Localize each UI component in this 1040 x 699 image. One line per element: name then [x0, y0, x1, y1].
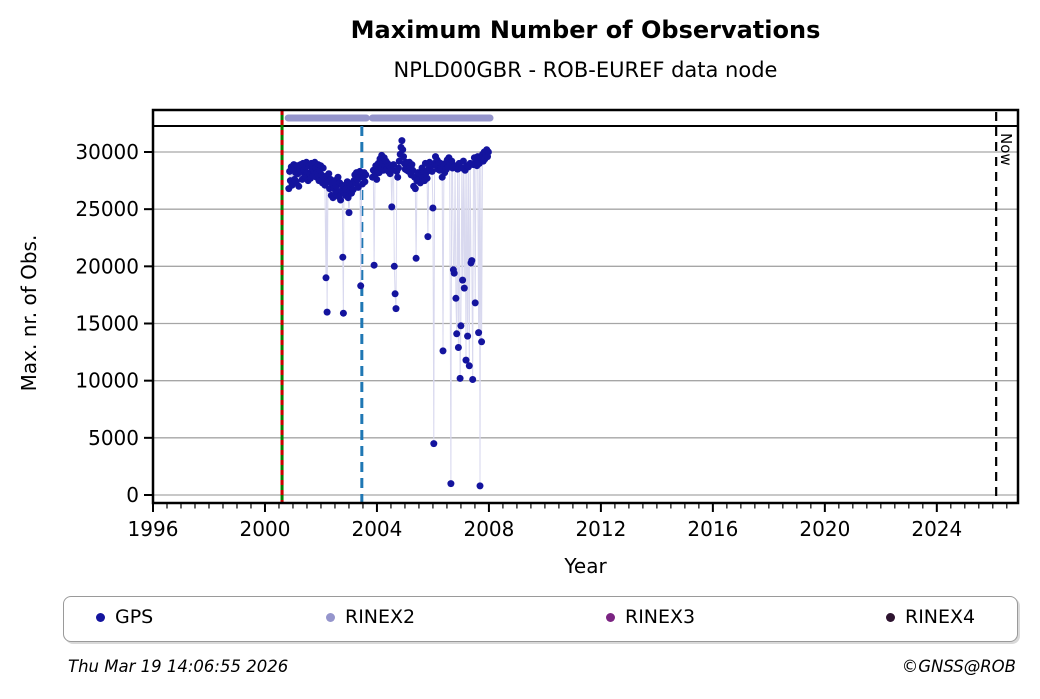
- gps-data-point: [453, 330, 461, 338]
- gps-data-point: [370, 261, 378, 269]
- gps-data-point: [334, 173, 342, 181]
- gps-data-point: [400, 153, 407, 161]
- gps-data-point: [392, 305, 400, 313]
- gps-data-point: [395, 164, 402, 172]
- gps-data-point: [339, 309, 347, 317]
- y-tick-label: 20000: [75, 254, 139, 278]
- gps-data-point: [325, 170, 333, 178]
- chart-subtitle: NPLD00GBR - ROB-EUREF data node: [393, 58, 778, 82]
- legend-item-rinex4: RINEX4: [886, 606, 975, 628]
- legend-label-rinex3: RINEX3: [625, 606, 696, 628]
- gps-data-point: [339, 253, 347, 261]
- legend-label-rinex2: RINEX2: [345, 606, 416, 628]
- gps-data-point: [484, 148, 492, 156]
- rinex3-marker-icon: [606, 612, 615, 622]
- x-tick-label: 2020: [799, 517, 850, 541]
- gps-data-point: [408, 161, 416, 169]
- gps-data-point: [471, 299, 479, 307]
- gps-data-point: [476, 482, 484, 490]
- gps-data-point: [357, 282, 365, 290]
- credit: ©GNSS@ROB: [901, 657, 1016, 676]
- rinex2-marker-icon: [326, 612, 335, 622]
- gps-data-point: [361, 178, 369, 186]
- gps-data-point: [322, 274, 330, 282]
- gps-data-point: [337, 196, 345, 204]
- gps-data-point: [430, 440, 438, 448]
- y-tick-label: 0: [126, 483, 139, 507]
- y-tick-label: 5000: [88, 426, 139, 450]
- gps-marker-icon: [96, 612, 105, 622]
- gps-data-point: [412, 254, 420, 262]
- gps-data-point: [464, 332, 472, 340]
- gps-data-point: [362, 171, 370, 179]
- gps-data-point: [323, 308, 331, 316]
- legend-item-rinex2: RINEX2: [326, 606, 415, 628]
- gps-data-point: [454, 344, 462, 351]
- y-tick-label: 10000: [75, 369, 139, 393]
- gps-data-point: [447, 480, 455, 488]
- gps-data-point: [373, 175, 381, 183]
- timestamp: Thu Mar 19 14:06:55 2026: [68, 657, 289, 676]
- x-tick-label: 2008: [463, 517, 514, 541]
- gps-data-point: [391, 290, 399, 298]
- gps-data-point: [450, 269, 458, 277]
- gps-connecting-line: [372, 140, 489, 486]
- gps-data-point: [459, 276, 467, 284]
- x-tick-label: 2012: [575, 517, 626, 541]
- x-axis-label: Year: [564, 554, 607, 578]
- gps-data-point: [390, 262, 398, 270]
- gps-data-point: [394, 173, 402, 181]
- gps-data-point: [319, 164, 327, 172]
- gps-data-point: [456, 374, 464, 382]
- gps-data-point: [452, 294, 460, 302]
- legend-label-rinex4: RINEX4: [905, 606, 976, 628]
- gps-data-point: [429, 204, 437, 212]
- gps-data-point: [295, 182, 303, 190]
- legend-label-gps: GPS: [115, 606, 154, 628]
- x-tick-label: 2000: [240, 517, 291, 541]
- gps-data-point: [390, 161, 397, 169]
- gps-data-point: [388, 203, 396, 211]
- x-tick-label: 1996: [128, 517, 179, 541]
- gps-data-point: [399, 146, 407, 154]
- gps-data-point: [423, 174, 431, 182]
- gps-data-point: [424, 233, 432, 241]
- gps-data-point: [469, 376, 477, 383]
- rinex4-marker-icon: [886, 612, 895, 622]
- y-tick-label: 15000: [75, 312, 139, 336]
- gps-data-point: [475, 329, 483, 337]
- legend: GPS RINEX2 RINEX3 RINEX4: [63, 596, 1018, 642]
- gps-data-point: [457, 322, 465, 330]
- x-tick-label: 2016: [687, 517, 738, 541]
- legend-item-rinex3: RINEX3: [606, 606, 695, 628]
- y-tick-label: 30000: [75, 140, 139, 164]
- plot-frame: [151, 108, 1020, 505]
- x-tick-label: 2024: [911, 517, 962, 541]
- gps-data-point: [478, 338, 486, 346]
- gps-data-point: [468, 257, 476, 265]
- chart-title: Maximum Number of Observations: [350, 16, 821, 44]
- gps-data-point: [460, 284, 468, 292]
- gps-data-point: [345, 209, 353, 217]
- y-tick-label: 25000: [75, 197, 139, 221]
- y-axis-label: Max. nr. of Obs.: [17, 234, 41, 392]
- gps-data-point: [398, 137, 406, 145]
- gps-data-point: [411, 185, 419, 193]
- gps-data-point: [465, 362, 473, 370]
- gps-data-point: [439, 347, 447, 355]
- now-line-label: Now: [997, 133, 1015, 166]
- gps-data-point: [428, 167, 436, 175]
- legend-item-gps: GPS: [96, 606, 153, 628]
- gps-data-point: [462, 356, 470, 364]
- x-tick-label: 2004: [351, 517, 402, 541]
